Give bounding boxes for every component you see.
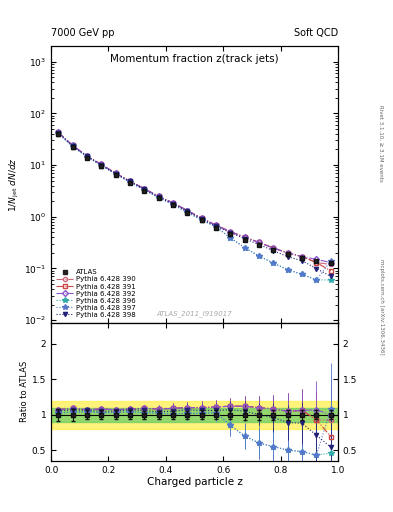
Text: mcplots.cern.ch [arXiv:1306.3436]: mcplots.cern.ch [arXiv:1306.3436] bbox=[379, 260, 384, 355]
Y-axis label: $1/N_\mathrm{jet}\ dN/dz$: $1/N_\mathrm{jet}\ dN/dz$ bbox=[8, 157, 21, 212]
Legend: ATLAS, Pythia 6.428 390, Pythia 6.428 391, Pythia 6.428 392, Pythia 6.428 396, P: ATLAS, Pythia 6.428 390, Pythia 6.428 39… bbox=[55, 268, 137, 319]
Text: Soft QCD: Soft QCD bbox=[294, 28, 338, 38]
Text: Rivet 3.1.10, ≥ 3.1M events: Rivet 3.1.10, ≥ 3.1M events bbox=[379, 105, 384, 182]
X-axis label: Charged particle z: Charged particle z bbox=[147, 477, 242, 487]
Bar bbox=[51, 400, 338, 429]
Text: 7000 GeV pp: 7000 GeV pp bbox=[51, 28, 115, 38]
Y-axis label: Ratio to ATLAS: Ratio to ATLAS bbox=[20, 361, 29, 422]
Text: Momentum fraction z(track jets): Momentum fraction z(track jets) bbox=[110, 54, 279, 65]
Text: ATLAS_2011_I919017: ATLAS_2011_I919017 bbox=[157, 310, 232, 317]
Bar bbox=[51, 408, 338, 422]
